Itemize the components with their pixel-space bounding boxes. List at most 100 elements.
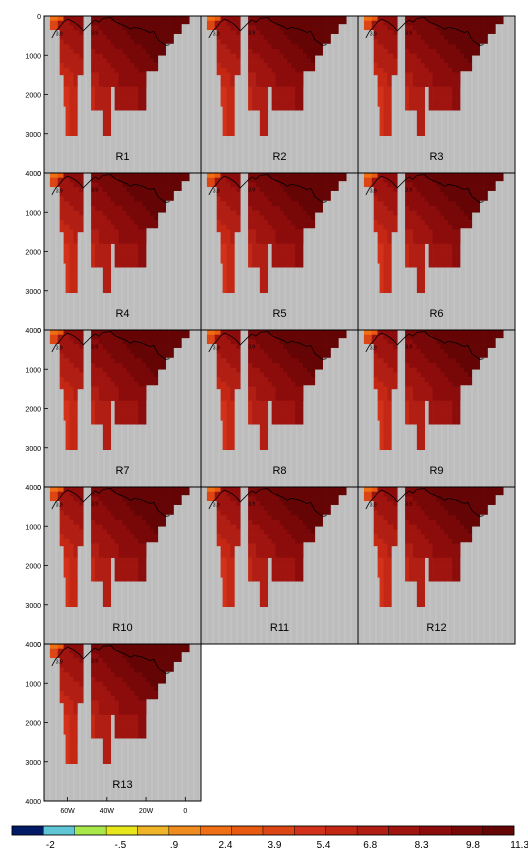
data-cell (428, 177, 433, 183)
data-cell (142, 220, 147, 226)
data-cell (483, 187, 488, 193)
data-cell (255, 86, 261, 92)
data-cell (405, 248, 410, 254)
data-cell (252, 177, 257, 183)
data-cell (275, 63, 280, 69)
data-cell (491, 173, 496, 179)
data-cell (110, 238, 115, 244)
data-cell (428, 105, 433, 111)
data-cell (91, 339, 96, 345)
data-cell (98, 419, 104, 425)
data-cell (91, 330, 96, 336)
data-cell (436, 20, 441, 26)
data-cell (283, 253, 288, 259)
data-cell (263, 81, 269, 87)
data-cell (114, 262, 119, 268)
data-cell (65, 72, 70, 78)
data-cell (98, 238, 104, 244)
data-cell (102, 187, 108, 193)
data-cell (230, 234, 235, 240)
data-cell (69, 271, 74, 277)
data-cell (275, 91, 280, 97)
data-cell (130, 67, 135, 73)
data-cell (102, 91, 108, 97)
data-cell (95, 96, 100, 102)
data-cell (405, 224, 410, 230)
data-cell (387, 16, 392, 22)
data-cell (216, 220, 221, 226)
data-cell (409, 262, 414, 268)
data-cell (73, 281, 78, 287)
data-cell (306, 173, 312, 179)
data-cell (185, 177, 190, 182)
data-cell (267, 210, 272, 216)
data-cell (122, 248, 127, 254)
data-cell (279, 257, 284, 263)
data-cell (149, 44, 155, 50)
data-cell (65, 334, 70, 340)
data-cell (259, 114, 265, 120)
data-cell (236, 205, 241, 211)
data-cell (342, 20, 347, 25)
data-cell (259, 177, 265, 183)
data-cell (471, 205, 477, 211)
data-cell (291, 262, 296, 268)
data-cell (118, 191, 123, 197)
data-cell (487, 20, 492, 26)
data-cell (59, 330, 64, 336)
data-cell (226, 205, 231, 211)
data-cell (255, 182, 261, 188)
data-cell (236, 182, 241, 188)
data-cell (318, 201, 323, 207)
data-cell (122, 234, 127, 240)
data-cell (98, 410, 104, 416)
data-cell (334, 30, 339, 34)
data-cell (283, 205, 288, 211)
data-cell (387, 187, 392, 193)
data-cell (73, 16, 78, 22)
data-cell (460, 58, 465, 64)
data-cell (379, 262, 384, 268)
data-cell (412, 44, 418, 50)
data-cell (322, 39, 327, 44)
data-cell (267, 177, 272, 183)
data-cell (222, 48, 227, 54)
y-tick-label: 4000 (25, 171, 41, 178)
panel-label: R2 (272, 151, 286, 163)
data-cell (126, 205, 131, 211)
data-cell (122, 196, 127, 202)
data-cell (95, 400, 100, 406)
data-cell (153, 177, 159, 183)
data-cell (452, 187, 457, 193)
data-cell (334, 25, 339, 31)
data-cell (383, 86, 388, 92)
data-cell (287, 210, 292, 216)
data-cell (416, 286, 422, 292)
data-cell (263, 271, 269, 277)
data-cell (59, 44, 64, 50)
data-cell (448, 173, 453, 179)
data-cell (252, 96, 257, 102)
data-cell (420, 196, 426, 202)
data-cell (106, 110, 112, 116)
data-cell (393, 67, 398, 73)
data-cell (387, 72, 392, 78)
data-cell (393, 191, 398, 197)
data-cell (118, 16, 123, 22)
data-cell (98, 187, 104, 193)
data-cell (428, 63, 433, 69)
data-cell (291, 238, 296, 244)
data-cell (138, 191, 143, 197)
data-cell (114, 248, 119, 254)
data-cell (299, 91, 304, 97)
data-cell (409, 257, 414, 263)
data-cell (424, 16, 429, 22)
data-cell (416, 281, 422, 287)
data-cell (106, 133, 112, 137)
data-cell (134, 81, 139, 87)
data-cell (420, 129, 426, 135)
data-cell (267, 201, 272, 207)
data-cell (467, 220, 473, 226)
data-cell (122, 91, 127, 97)
data-cell (271, 86, 276, 92)
